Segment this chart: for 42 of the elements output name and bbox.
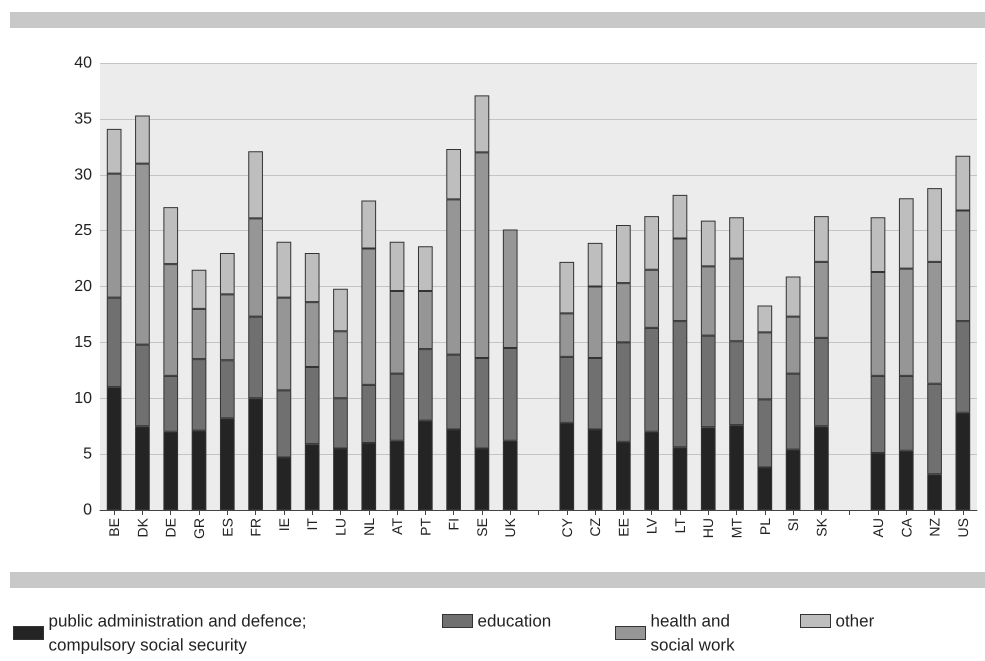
x-tick-label: GR xyxy=(191,518,208,539)
x-tick-label: US xyxy=(954,518,971,538)
x-tick-label: SE xyxy=(474,518,490,537)
legend-label: health and social work xyxy=(650,612,736,654)
x-tick-label: CZ xyxy=(587,518,604,537)
y-tick-label: 30 xyxy=(74,166,92,184)
y-tick-label: 20 xyxy=(74,278,92,295)
y-tick-label: 25 xyxy=(74,222,92,240)
x-tick-label: NZ xyxy=(926,518,943,537)
x-tick-label: PL xyxy=(756,518,773,536)
x-tick-label: CA xyxy=(898,517,914,538)
x-tick-label: NL xyxy=(360,518,377,536)
x-tick-label: EE xyxy=(615,518,632,537)
y-tick-label: 15 xyxy=(74,334,92,351)
x-tick-label: AU xyxy=(870,518,886,538)
x-tick-label: UK xyxy=(502,517,518,538)
x-tick-label: ES xyxy=(219,518,236,537)
legend-label: other xyxy=(836,612,875,630)
y-tick-label: 0 xyxy=(83,502,92,518)
y-tick-label: 40 xyxy=(74,54,92,72)
x-tick-label: LT xyxy=(672,518,688,534)
x-tick-label: MT xyxy=(728,518,745,538)
legend-label: education xyxy=(478,612,552,630)
x-tick-label: FI xyxy=(446,518,462,530)
x-tick-label: BE xyxy=(106,518,122,537)
x-tick-label: CY xyxy=(558,517,575,538)
legend-label: public administration and defence; compulsory social security xyxy=(48,612,312,654)
y-tick-label: 35 xyxy=(74,110,92,128)
x-tick-label: DE xyxy=(162,518,179,538)
x-tick-label: PT xyxy=(417,518,434,536)
x-tick-label: FR xyxy=(248,518,264,537)
y-tick-label: 5 xyxy=(83,446,92,463)
x-tick-label: HU xyxy=(700,518,716,538)
x-tick-label: SK xyxy=(813,517,830,537)
x-tick-label: LU xyxy=(332,518,348,536)
x-tick-label: DK xyxy=(134,517,150,538)
x-tick-label: IE xyxy=(276,518,292,532)
x-tick-label: AT xyxy=(389,518,406,535)
x-tick-label: IT xyxy=(304,518,320,530)
x-tick-label: LV xyxy=(644,517,660,534)
x-tick-label: SI xyxy=(785,518,802,532)
y-tick-label: 10 xyxy=(74,390,92,407)
